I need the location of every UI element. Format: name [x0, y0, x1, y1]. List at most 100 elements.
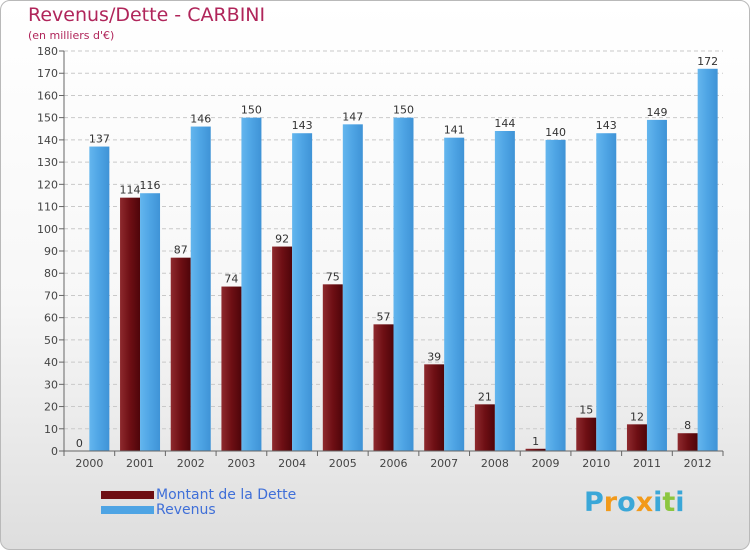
data-label-debt: 92 — [275, 233, 289, 246]
y-tick-label: 20 — [44, 401, 58, 414]
bar-revenus — [292, 133, 313, 451]
data-label-revenus: 146 — [190, 113, 211, 126]
data-label-debt: 114 — [120, 184, 141, 197]
x-tick-label: 2001 — [126, 457, 154, 470]
data-label-revenus: 149 — [646, 106, 667, 119]
data-label-revenus: 137 — [89, 133, 110, 146]
logo-letter: t — [662, 487, 676, 518]
bar-debt — [120, 197, 141, 451]
bar-revenus — [140, 193, 161, 451]
bar-debt — [474, 404, 495, 451]
y-tick-label: 70 — [44, 289, 58, 302]
y-tick-label: 10 — [44, 423, 58, 436]
data-label-revenus: 172 — [697, 55, 718, 68]
logo-letter: x — [635, 487, 654, 518]
logo-letter: r — [603, 487, 618, 518]
y-tick-label: 140 — [37, 134, 58, 147]
data-label-revenus: 116 — [140, 179, 161, 192]
data-label-revenus: 140 — [545, 126, 566, 139]
y-tick-label: 50 — [44, 334, 58, 347]
bar-debt — [272, 246, 293, 451]
bar-debt — [626, 424, 647, 451]
x-tick-label: 2005 — [329, 457, 357, 470]
data-label-debt: 0 — [76, 437, 83, 450]
data-label-revenus: 143 — [292, 119, 313, 132]
data-label-revenus: 147 — [342, 110, 363, 123]
legend-item-debt: Montant de la Dette — [101, 486, 297, 503]
data-label-revenus: 150 — [393, 104, 414, 117]
bar-debt — [677, 433, 698, 451]
x-tick-label: 2008 — [481, 457, 509, 470]
bar-revenus — [494, 131, 515, 451]
bar-revenus — [697, 68, 718, 452]
bar-revenus — [190, 126, 211, 452]
bar-revenus — [545, 139, 566, 451]
data-label-debt: 75 — [326, 270, 340, 283]
bar-debt — [424, 364, 445, 451]
bar-revenus — [241, 117, 262, 452]
y-tick-label: 180 — [37, 45, 58, 58]
bar-revenus — [444, 137, 465, 451]
y-tick-label: 30 — [44, 378, 58, 391]
x-tick-label: 2003 — [227, 457, 255, 470]
logo-letter: i — [675, 487, 685, 518]
bar-debt — [576, 417, 597, 451]
logo-letter: o — [617, 487, 636, 518]
x-tick-label: 2010 — [582, 457, 610, 470]
bar-revenus — [342, 124, 363, 451]
data-label-revenus: 143 — [596, 119, 617, 132]
data-label-debt: 39 — [427, 350, 441, 363]
data-label-debt: 74 — [224, 273, 238, 286]
data-label-revenus: 141 — [444, 124, 465, 137]
data-label-revenus: 144 — [494, 117, 515, 130]
bar-revenus — [393, 117, 414, 452]
y-tick-label: 110 — [37, 201, 58, 214]
x-tick-label: 2004 — [278, 457, 306, 470]
y-tick-label: 100 — [37, 223, 58, 236]
data-label-revenus: 150 — [241, 104, 262, 117]
y-tick-label: 0 — [51, 445, 58, 458]
y-tick-label: 130 — [37, 156, 58, 169]
data-label-debt: 21 — [478, 390, 492, 403]
bar-debt — [525, 448, 546, 451]
chart-title: Revenus/Dette - CARBINI — [28, 4, 266, 26]
y-tick-label: 170 — [37, 67, 58, 80]
y-tick-label: 90 — [44, 245, 58, 258]
legend: Montant de la Dette Revenus — [101, 486, 297, 518]
data-label-debt: 15 — [579, 404, 593, 417]
y-tick-label: 60 — [44, 312, 58, 325]
data-label-debt: 87 — [174, 244, 188, 257]
legend-swatch-revenus — [101, 505, 154, 514]
y-tick-label: 150 — [37, 112, 58, 125]
bar-revenus — [646, 119, 667, 451]
bar-revenus — [596, 133, 617, 451]
x-tick-label: 2006 — [380, 457, 408, 470]
chart-subtitle: (en milliers d'€) — [28, 29, 115, 42]
data-label-debt: 8 — [684, 419, 691, 432]
bar-debt — [373, 324, 394, 451]
y-tick-label: 40 — [44, 356, 58, 369]
x-tick-label: 2002 — [177, 457, 205, 470]
bar-debt — [170, 257, 191, 451]
y-tick-label: 80 — [44, 267, 58, 280]
logo-letter: i — [653, 487, 663, 518]
x-tick-label: 2011 — [633, 457, 661, 470]
x-tick-label: 2007 — [430, 457, 458, 470]
logo-letter: P — [584, 487, 604, 518]
legend-swatch-debt — [101, 490, 154, 499]
legend-item-revenus: Revenus — [101, 501, 296, 518]
y-tick-label: 120 — [37, 178, 58, 191]
legend-label-revenus: Revenus — [156, 501, 216, 518]
data-label-debt: 1 — [532, 435, 539, 448]
bar-debt — [322, 284, 343, 451]
y-tick-label: 160 — [37, 89, 58, 102]
bar-debt — [221, 286, 242, 451]
proxiti-logo: Proxiti — [584, 487, 685, 518]
bar-revenus — [89, 146, 110, 452]
x-tick-label: 2012 — [684, 457, 712, 470]
x-tick-label: 2000 — [75, 457, 103, 470]
data-label-debt: 12 — [630, 410, 644, 423]
legend-label-debt: Montant de la Dette — [156, 486, 297, 503]
